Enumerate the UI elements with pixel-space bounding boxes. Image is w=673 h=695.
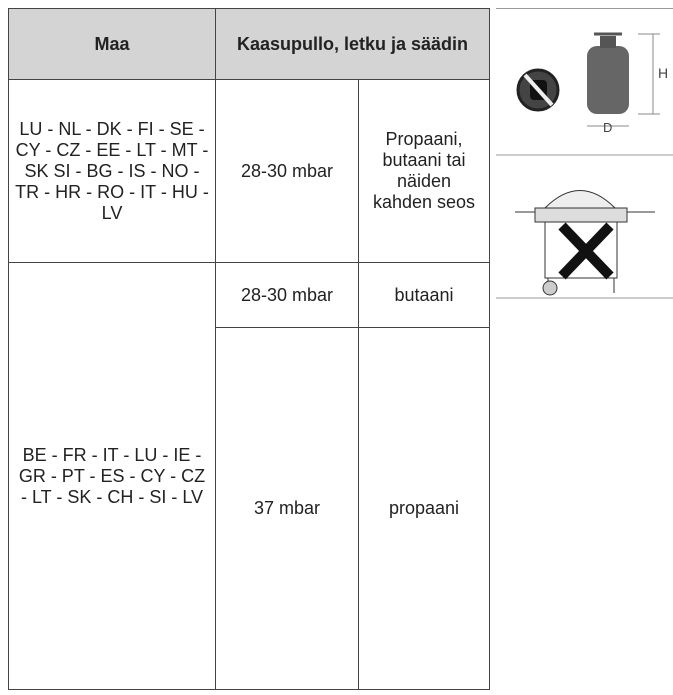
gas-cell: Propaani, butaani tai näiden kahden seos: [358, 79, 490, 263]
header-row: Maa Kaasupullo, letku ja säädin: [8, 8, 490, 80]
gas-cell: propaani: [358, 327, 490, 690]
row: LU - NL - DK - FI - SE - CY - CZ - EE - …: [8, 79, 490, 263]
pressure-cell: 37 mbar: [215, 327, 359, 690]
row: 37 mbar propaani: [9, 327, 490, 690]
gas-table: Maa Kaasupullo, letku ja säädin LU - NL …: [8, 8, 490, 690]
pressure-cell: 28-30 mbar: [215, 79, 359, 263]
cylinder-icon: H D: [516, 32, 668, 135]
country-cell: LU - NL - DK - FI - SE - CY - CZ - EE - …: [8, 79, 216, 263]
gas-cell: butaani: [358, 262, 490, 328]
illustrations: H D: [496, 8, 673, 299]
dim-label: D: [603, 120, 612, 135]
header-cell: Kaasupullo, letku ja säädin: [215, 8, 490, 80]
grill-icon: [515, 190, 655, 296]
row: BE - FR - IT - LU - IE - GR - PT - ES - …: [8, 262, 490, 690]
dim-label: H: [658, 65, 668, 81]
header-cell: Maa: [8, 8, 216, 80]
pressure-cell: 28-30 mbar: [215, 262, 359, 328]
country-cell: BE - FR - IT - LU - IE - GR - PT - ES - …: [8, 262, 216, 690]
